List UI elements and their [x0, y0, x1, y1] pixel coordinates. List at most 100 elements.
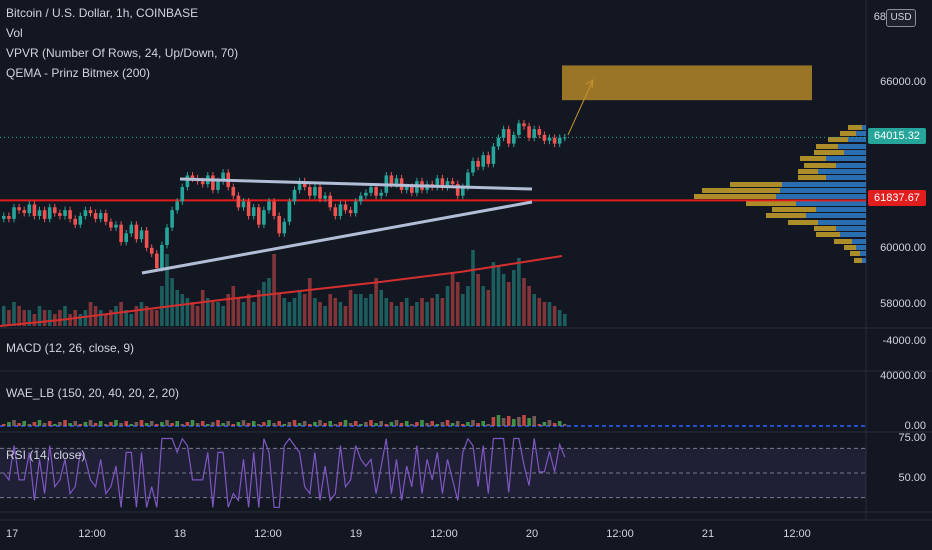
wae-bar: [241, 420, 246, 426]
volume-bar: [88, 302, 93, 326]
candle-body: [440, 178, 445, 188]
volume-bar: [557, 310, 562, 326]
candle-body: [287, 201, 292, 222]
lower-trendline: [141, 200, 533, 275]
candle-body: [486, 155, 491, 164]
candle-body: [302, 181, 307, 188]
wae-bar: [323, 423, 327, 426]
wae-axis-label-bottom: 0.00: [904, 420, 926, 432]
wae-bar: [379, 421, 383, 426]
volume-bar: [379, 290, 383, 326]
candle-body: [180, 187, 185, 202]
candle-body: [129, 224, 134, 234]
wae-bar: [542, 422, 547, 426]
wae-bar: [63, 420, 67, 426]
candle-body: [37, 210, 42, 216]
wae-bar: [399, 423, 404, 426]
wae-bar: [58, 422, 62, 426]
volume-bar: [353, 294, 358, 326]
legend-vol[interactable]: Vol: [6, 26, 23, 40]
volume-bar: [450, 274, 455, 326]
vpvr-bar-down: [804, 163, 836, 168]
candle-body: [450, 181, 455, 185]
vpvr-bar-up: [862, 125, 866, 130]
wae-bar: [552, 423, 557, 426]
volume-bar: [37, 306, 42, 326]
candle-body: [435, 178, 440, 188]
wae-bar: [170, 423, 174, 426]
wae-bar: [32, 422, 37, 426]
candle-body: [236, 195, 241, 208]
wae-bar: [236, 422, 241, 426]
currency-button[interactable]: USD: [886, 9, 916, 27]
price-axis-label: 58000.00: [880, 298, 926, 310]
legend-symbol[interactable]: Bitcoin / U.S. Dollar, 1h, COINBASE: [6, 6, 199, 20]
wae-bar: [83, 422, 88, 426]
candle-body: [231, 187, 236, 196]
candle-body: [552, 137, 557, 144]
time-axis-label: 12:00: [606, 528, 634, 540]
candle-body: [496, 137, 501, 147]
legend-vpvr[interactable]: VPVR (Number Of Rows, 24, Up/Down, 70): [6, 46, 239, 60]
candle-body: [506, 129, 511, 144]
vpvr-bar-down: [798, 169, 818, 174]
wae-pane-title[interactable]: WAE_LB (150, 20, 40, 20, 2, 20): [6, 386, 179, 400]
candle-body: [394, 178, 399, 185]
candle-body: [333, 207, 338, 216]
candle-body: [42, 210, 47, 219]
volume-bar: [68, 314, 72, 326]
candle-body: [104, 213, 108, 222]
wae-bar: [190, 420, 195, 426]
rsi-axis-label-top: 75.00: [898, 432, 926, 444]
vpvr-bar-up: [838, 144, 866, 149]
volume-bar: [527, 286, 531, 326]
candle-body: [221, 172, 225, 182]
volume-bar: [7, 310, 11, 326]
legend-qema[interactable]: QEMA - Prinz Bitmex (200): [6, 66, 151, 80]
volume-bar: [471, 250, 475, 326]
vpvr-bar-up: [818, 169, 866, 174]
wae-bar: [348, 423, 353, 426]
wae-bar: [267, 420, 271, 426]
candle-body: [297, 181, 302, 190]
candle-body: [542, 134, 547, 141]
rsi-axis-label-mid: 50.00: [898, 472, 926, 484]
wae-bar: [12, 420, 16, 426]
volume-bar: [160, 286, 164, 326]
candle-body: [2, 215, 6, 219]
candle-body: [557, 137, 562, 144]
candle-body: [461, 187, 465, 196]
wae-bar: [180, 424, 185, 426]
candle-body: [379, 192, 383, 196]
volume-bar: [78, 314, 83, 326]
wae-bar: [68, 423, 72, 426]
candle-body: [547, 137, 552, 141]
rsi-pane-title[interactable]: RSI (14, close): [6, 448, 86, 462]
price-axis-label-top: 68: [873, 11, 886, 23]
volume-bar: [512, 270, 516, 326]
vpvr-bar-up: [826, 156, 866, 161]
wae-bar: [216, 420, 220, 426]
wae-bar: [420, 420, 424, 426]
volume-bar: [195, 306, 200, 326]
volume-bar: [144, 306, 149, 326]
volume-bar: [435, 294, 440, 326]
wae-axis-label-top: 40000.00: [880, 370, 926, 382]
candle-body: [491, 146, 496, 164]
candle-body: [144, 230, 149, 248]
candle-body: [251, 207, 256, 216]
vpvr-bar-up: [796, 201, 866, 206]
candle-body: [323, 195, 327, 199]
wae-bar: [328, 421, 332, 426]
macd-pane-title[interactable]: MACD (12, 26, close, 9): [6, 341, 135, 355]
wae-bar: [537, 424, 542, 426]
volume-bar: [323, 306, 327, 326]
volume-bar: [445, 286, 450, 326]
vpvr-bar-down: [800, 156, 826, 161]
volume-bar: [257, 290, 261, 326]
line-price-tag: 61837.67: [868, 190, 926, 206]
wae-bar: [384, 424, 389, 426]
candle-body: [476, 160, 480, 167]
